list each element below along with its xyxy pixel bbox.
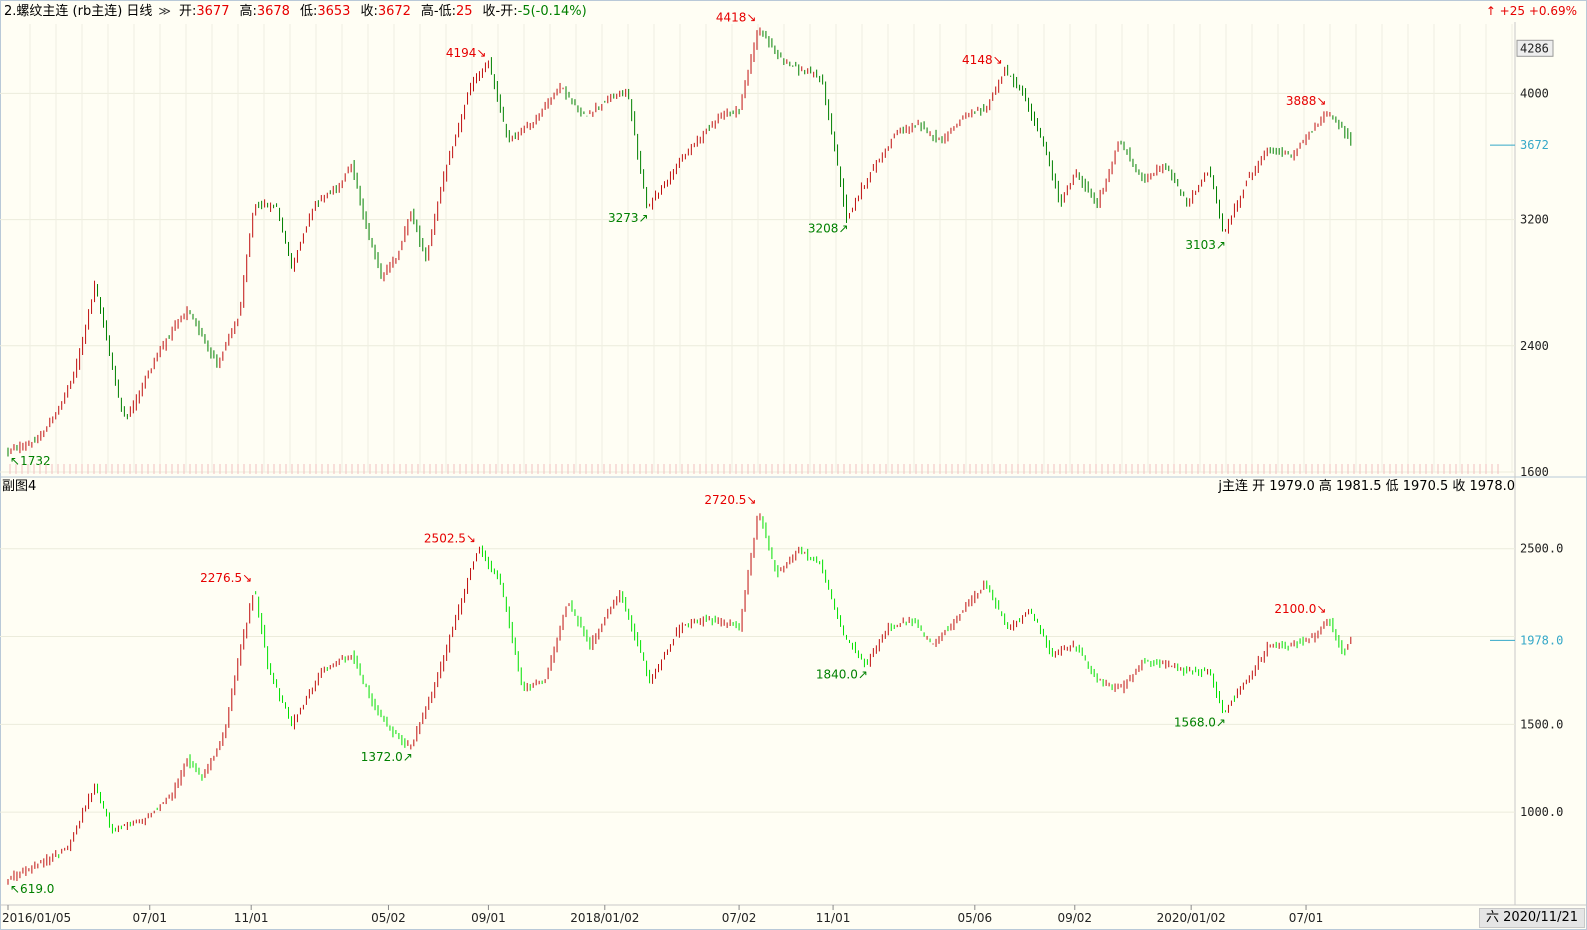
x-tick-label: 11/01 xyxy=(816,911,851,925)
high-annotation: 4194↘ xyxy=(446,46,487,60)
close-label: 收: xyxy=(360,4,378,19)
high-annotation: 2276.5↘ xyxy=(200,571,252,585)
x-tick-label: 2020/01/02 xyxy=(1157,911,1226,925)
y-tick-label: 3200 xyxy=(1520,213,1549,227)
volume-strip xyxy=(9,464,1499,474)
high-label: 高: xyxy=(239,4,257,19)
low-annotation: 1840.0↗ xyxy=(816,668,868,682)
max-price-label: 4286 xyxy=(1520,41,1549,55)
instrument-title[interactable]: 2.螺纹主连 (rb主连) 日线 xyxy=(4,4,153,19)
high-annotation: 2100.0↘ xyxy=(1274,602,1326,616)
x-tick-label: 07/01 xyxy=(1289,911,1324,925)
low-annotation: 3103↗ xyxy=(1185,238,1226,252)
change-readout: ↑ +25 +0.69% xyxy=(1485,4,1577,18)
y-tick-label: 1500.0 xyxy=(1520,717,1563,731)
close-value: 3672 xyxy=(377,4,411,19)
co-label: 收-开: xyxy=(482,4,518,19)
y-tick-label: 1600 xyxy=(1520,465,1549,479)
low-annotation: ↖619.0 xyxy=(10,882,54,896)
high-annotation: 2720.5↘ xyxy=(704,493,756,507)
x-tick-label: 09/02 xyxy=(1057,911,1092,925)
date-badge: 六 2020/11/21 xyxy=(1478,908,1585,928)
hl-value: 25 xyxy=(456,4,473,19)
sub-chart-title[interactable]: 副图4 xyxy=(2,479,37,494)
co-value: -5(-0.14%) xyxy=(517,4,587,19)
max-price-box xyxy=(1516,39,1554,57)
high-annotation: 4418↘ xyxy=(716,10,757,24)
x-tick-label: 05/06 xyxy=(958,911,993,925)
y-tick-label: 1000.0 xyxy=(1520,805,1563,819)
current-value-label: 1978.0 xyxy=(1520,633,1563,647)
x-tick-label: 11/01 xyxy=(234,911,269,925)
x-tick-label: 07/01 xyxy=(132,911,167,925)
chevron-down-icon[interactable]: ≫ xyxy=(158,4,171,18)
sub-candles xyxy=(7,513,1352,885)
low-value: 3653 xyxy=(317,4,351,19)
sub-chart-info: j主连 开 1979.0 高 1981.5 低 1970.5 收 1978.0 xyxy=(1218,479,1515,494)
y-tick-label: 2500.0 xyxy=(1520,542,1563,556)
low-annotation: 3208↗ xyxy=(808,221,849,235)
low-label: 低: xyxy=(299,4,318,19)
high-annotation: 2502.5↘ xyxy=(424,531,476,545)
x-tick-label: 07/02 xyxy=(722,911,757,925)
high-value: 3678 xyxy=(256,4,290,19)
x-tick-label: 2016/01/05 xyxy=(2,911,71,925)
main-chart-header: 2.螺纹主连 (rb主连) 日线 ≫ 开:3677 高:3678 低:3653 收:367… xyxy=(4,2,587,20)
hl-label: 高-低: xyxy=(420,4,456,19)
low-annotation: 1372.0↗ xyxy=(361,750,413,764)
y-tick-label: 4000 xyxy=(1520,86,1549,100)
x-tick-label: 2018/01/02 xyxy=(570,911,639,925)
low-annotation: 3273↗ xyxy=(608,211,649,225)
open-label: 开: xyxy=(178,4,197,19)
current-value-label: 3672 xyxy=(1520,138,1549,152)
high-annotation: 4148↘ xyxy=(962,53,1003,67)
high-annotation: 3888↘ xyxy=(1286,94,1327,108)
low-annotation: 1568.0↗ xyxy=(1174,715,1226,729)
y-tick-label: 2400 xyxy=(1520,339,1549,353)
x-tick-label: 09/01 xyxy=(471,911,506,925)
main-candles xyxy=(7,27,1352,457)
open-value: 3677 xyxy=(196,4,230,19)
x-tick-label: 05/02 xyxy=(371,911,406,925)
